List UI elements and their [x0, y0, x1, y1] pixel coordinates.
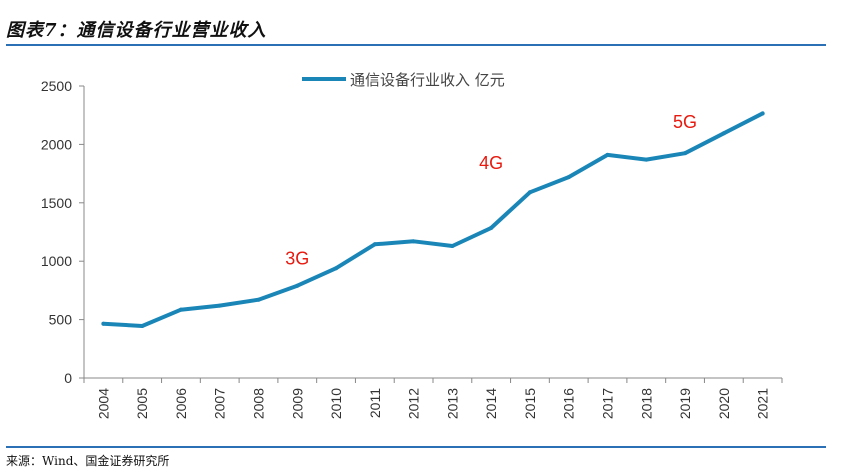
data-point [295, 283, 300, 288]
x-axis: 2004 2005 2006 2007 2008 2009 2010 2011 2012 2013… [83, 377, 783, 419]
y-tick-label: 2500 [41, 78, 72, 94]
legend-label: 通信设备行业收入 亿元 [350, 71, 505, 89]
y-tick-label: 2000 [41, 136, 72, 152]
top-rule [6, 44, 826, 46]
data-point [566, 175, 571, 180]
y-tick-label: 1500 [41, 195, 72, 211]
x-tick-label: 2017 [600, 388, 616, 419]
data-point [411, 239, 416, 244]
data-point [101, 321, 106, 326]
x-tick-label: 2007 [212, 388, 228, 419]
data-point [450, 244, 455, 249]
bottom-rule [6, 446, 826, 448]
annotations: 3G 4G 5G [285, 112, 697, 269]
x-tick-label: 2013 [444, 388, 460, 419]
x-tick-label: 2004 [95, 388, 111, 419]
data-point [644, 157, 649, 162]
data-point [256, 297, 261, 302]
y-axis: 0 500 1000 1500 2000 2500 [41, 78, 85, 386]
series-layer [101, 111, 765, 329]
annotation-3g: 3G [285, 249, 309, 269]
data-point [217, 303, 222, 308]
data-point [683, 151, 688, 156]
data-point [760, 111, 765, 116]
data-point [140, 324, 145, 329]
x-tick-label: 2010 [328, 388, 344, 419]
x-tick-label: 2020 [716, 388, 732, 419]
chart-title: 图表7：通信设备行业营业收入 [6, 20, 267, 41]
x-tick-label: 2006 [173, 388, 189, 419]
x-tick-label: 2019 [677, 388, 693, 419]
x-tick-label: 2014 [483, 388, 499, 419]
annotation-4g: 4G [479, 153, 503, 173]
y-tick-label: 500 [49, 312, 73, 328]
y-tick-label: 1000 [41, 253, 72, 269]
data-point [605, 152, 610, 157]
title-bar: 图表7：通信设备行业营业收入 [6, 10, 826, 42]
x-tick-label: 2018 [638, 388, 654, 419]
data-point [372, 242, 377, 247]
data-point [334, 266, 339, 271]
data-point [489, 225, 494, 230]
data-point [178, 307, 183, 312]
annotation-5g: 5G [673, 112, 697, 132]
x-tick-label: 2015 [522, 388, 538, 419]
x-tick-label: 2016 [561, 388, 577, 419]
x-tick-label: 2008 [251, 388, 267, 419]
legend: 通信设备行业收入 亿元 [302, 71, 505, 89]
x-tick-label: 2012 [406, 388, 422, 419]
source-note: 来源：Wind、国金证券研究所 [6, 454, 170, 468]
x-tick-label: 2011 [367, 388, 383, 418]
x-tick-label: 2009 [289, 388, 305, 419]
data-point [527, 190, 532, 195]
data-point [721, 131, 726, 136]
x-tick-label: 2021 [755, 388, 771, 419]
x-tick-label: 2005 [134, 388, 150, 419]
y-tick-label: 0 [64, 370, 72, 386]
series-line [101, 111, 765, 328]
